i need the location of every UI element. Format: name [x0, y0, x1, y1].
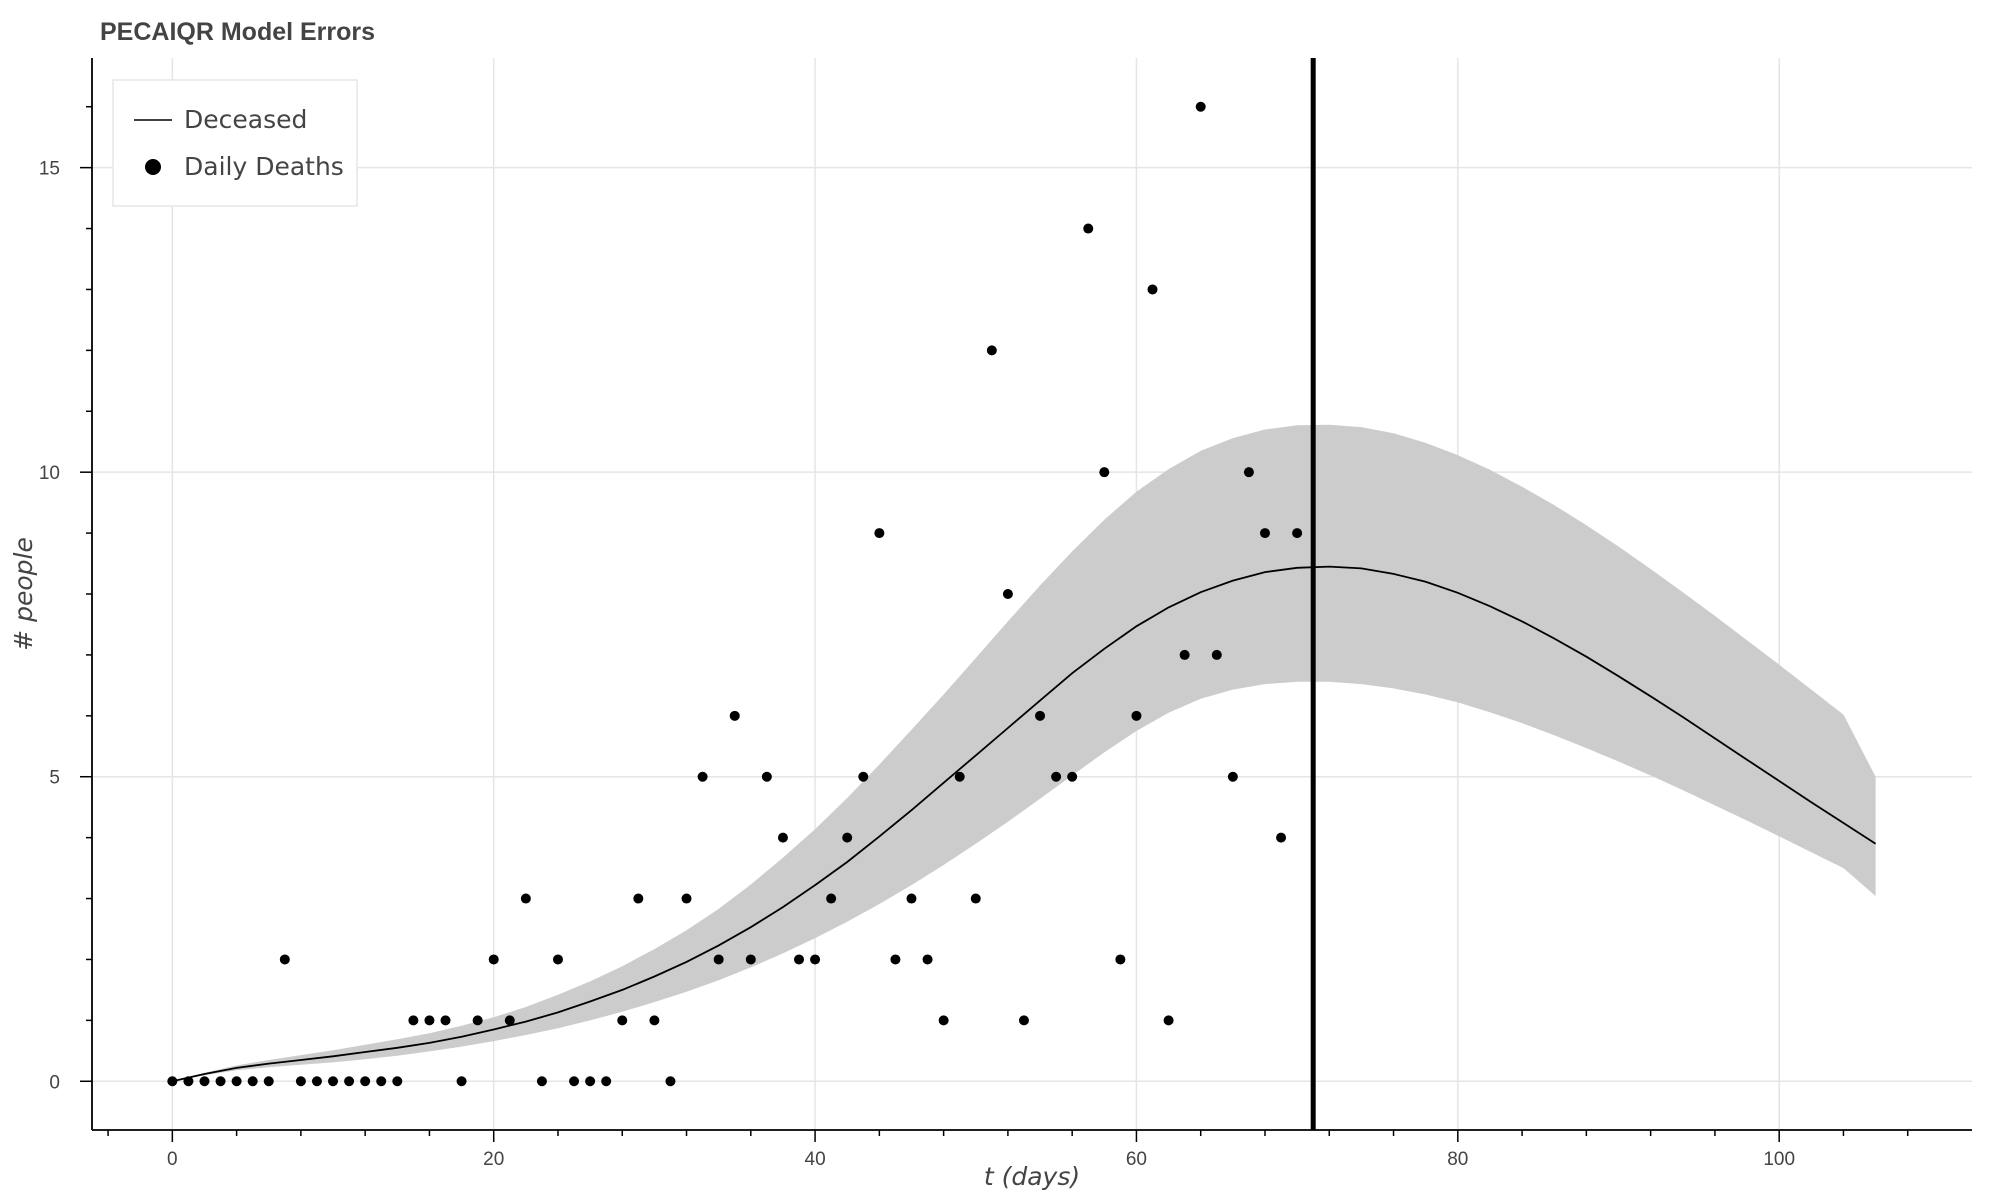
x-tick-label: 0 — [167, 1149, 178, 1170]
daily-deaths-point — [472, 1015, 483, 1026]
daily-deaths-point — [633, 893, 644, 904]
daily-deaths-point — [906, 893, 917, 904]
daily-deaths-point — [1259, 528, 1270, 539]
daily-deaths-point — [263, 1076, 274, 1087]
daily-deaths-point — [1099, 467, 1110, 478]
daily-deaths-point — [1276, 832, 1287, 843]
daily-deaths-point — [504, 1015, 515, 1026]
daily-deaths-point — [970, 893, 981, 904]
daily-deaths-point — [826, 893, 837, 904]
daily-deaths-point — [456, 1076, 467, 1087]
deceased-line-layer — [172, 565, 1877, 1083]
daily-deaths-point — [424, 1015, 435, 1026]
daily-deaths-point — [601, 1076, 612, 1087]
confidence-band-layer — [172, 424, 1876, 1082]
x-tick-label: 60 — [1126, 1149, 1147, 1170]
legend-label-deceased: Deceased — [184, 105, 307, 134]
legend: Deceased Daily Deaths — [112, 79, 358, 207]
x-tick-label: 80 — [1447, 1149, 1468, 1170]
y-tick-label: 15 — [39, 159, 60, 180]
daily-deaths-point — [810, 954, 821, 965]
daily-deaths-point — [1292, 528, 1303, 539]
daily-deaths-point — [1002, 589, 1013, 599]
deceased-line — [172, 565, 1877, 1083]
daily-deaths-point — [408, 1015, 419, 1026]
daily-deaths-point — [842, 832, 853, 843]
daily-deaths-point — [1067, 771, 1078, 782]
daily-deaths-points — [167, 101, 1303, 1087]
x-tick-label: 40 — [805, 1149, 826, 1170]
daily-deaths-point — [761, 771, 772, 782]
daily-deaths-point — [344, 1076, 355, 1087]
daily-deaths-point — [794, 954, 805, 965]
daily-deaths-point — [376, 1076, 387, 1087]
daily-deaths-point — [247, 1076, 258, 1087]
daily-deaths-point — [1147, 284, 1158, 295]
daily-deaths-point — [617, 1015, 628, 1026]
daily-deaths-point — [1227, 771, 1238, 782]
daily-deaths-point — [1211, 649, 1222, 660]
x-tick-label: 20 — [483, 1149, 504, 1170]
daily-deaths-point — [938, 1015, 949, 1026]
daily-deaths-point — [745, 954, 756, 965]
x-tick-label: 100 — [1763, 1149, 1795, 1170]
y-axis-label: # people — [9, 537, 38, 651]
daily-deaths-point — [552, 954, 563, 965]
daily-deaths-point — [1115, 954, 1126, 965]
daily-deaths-point — [1195, 101, 1206, 112]
daily-deaths-point — [1035, 710, 1046, 721]
daily-deaths-point — [874, 528, 885, 539]
daily-deaths-point — [1018, 1015, 1029, 1026]
daily-deaths-point — [360, 1076, 371, 1087]
confidence-band — [172, 424, 1876, 1082]
daily-deaths-point — [440, 1015, 451, 1026]
y-tick-label: 0 — [49, 1072, 60, 1093]
daily-deaths-point — [1243, 467, 1254, 478]
daily-deaths-point — [713, 954, 724, 965]
daily-deaths-point — [665, 1076, 676, 1087]
daily-deaths-point — [986, 345, 997, 356]
daily-deaths-point — [649, 1015, 660, 1026]
daily-deaths-point — [199, 1076, 210, 1087]
x-axis-label: t (days) — [984, 1162, 1080, 1191]
daily-deaths-point — [569, 1076, 580, 1087]
daily-deaths-point — [392, 1076, 403, 1087]
daily-deaths-point — [520, 893, 531, 904]
daily-deaths-point — [1131, 710, 1142, 721]
grid — [92, 58, 1972, 1130]
legend-dot-swatch — [145, 159, 161, 175]
daily-deaths-point — [536, 1076, 547, 1087]
y-tick-label: 5 — [49, 768, 60, 789]
legend-label-daily-deaths: Daily Deaths — [184, 152, 344, 181]
daily-deaths-point — [890, 954, 901, 965]
daily-deaths-point — [295, 1076, 306, 1087]
daily-deaths-point — [954, 771, 965, 782]
daily-deaths-point — [1083, 223, 1094, 234]
daily-deaths-point — [1163, 1015, 1174, 1026]
daily-deaths-point — [167, 1076, 178, 1087]
chart-title: PECAIQR Model Errors — [100, 18, 376, 46]
daily-deaths-point — [215, 1076, 226, 1087]
daily-deaths-point — [1051, 771, 1062, 782]
daily-deaths-point — [328, 1076, 339, 1087]
y-tick-label: 10 — [39, 463, 60, 484]
daily-deaths-point — [697, 771, 708, 782]
daily-deaths-point — [488, 954, 499, 965]
axes: 0 20 40 60 80 100 0 5 10 15 — [39, 58, 1972, 1170]
daily-deaths-point — [681, 893, 692, 904]
daily-deaths-point — [311, 1076, 322, 1087]
daily-deaths-point — [585, 1076, 596, 1087]
daily-deaths-point — [777, 832, 788, 843]
daily-deaths-point — [729, 710, 740, 721]
legend-box — [112, 79, 358, 207]
daily-deaths-point — [922, 954, 933, 965]
daily-deaths-point — [1179, 649, 1190, 660]
daily-deaths-point — [858, 771, 869, 782]
daily-deaths-point — [279, 954, 290, 965]
daily-deaths-point — [231, 1076, 242, 1087]
daily-deaths-point — [183, 1076, 194, 1087]
